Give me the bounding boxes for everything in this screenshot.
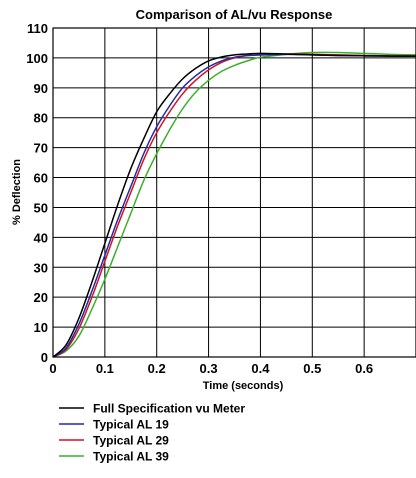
y-tick-label: 10 (34, 320, 48, 335)
legend-label-1: Full Specification vu Meter (93, 402, 245, 416)
x-tick-label: 0 (49, 361, 56, 376)
y-tick-label: 20 (34, 290, 48, 305)
legend-label-2: Typical AL 19 (93, 418, 169, 432)
legend-label-3: Typical AL 29 (93, 434, 169, 448)
y-tick-label: 50 (34, 200, 48, 215)
y-tick-label: 30 (34, 260, 48, 275)
x-tick-label: 0.5 (303, 361, 321, 376)
y-tick-label: 0 (41, 350, 48, 365)
y-tick-label: 40 (34, 230, 48, 245)
chart-title: Comparison of AL/vu Response (136, 7, 333, 22)
y-tick-label: 90 (34, 81, 48, 96)
x-tick-label: 0.6 (355, 361, 373, 376)
y-tick-label: 110 (27, 21, 48, 36)
legend-label-4: Typical AL 39 (93, 450, 169, 464)
y-tick-label: 100 (26, 51, 48, 66)
y-axis-label: % Deflection (11, 159, 23, 225)
x-tick-label: 0.2 (148, 361, 166, 376)
y-tick-label: 70 (34, 141, 48, 156)
y-tick-label: 80 (34, 111, 48, 126)
x-tick-label: 0.3 (200, 361, 218, 376)
x-tick-label: 0.1 (96, 361, 114, 376)
y-tick-label: 60 (34, 171, 48, 186)
x-tick-label: 0.4 (251, 361, 270, 376)
x-axis-label: Time (seconds) (203, 380, 284, 392)
